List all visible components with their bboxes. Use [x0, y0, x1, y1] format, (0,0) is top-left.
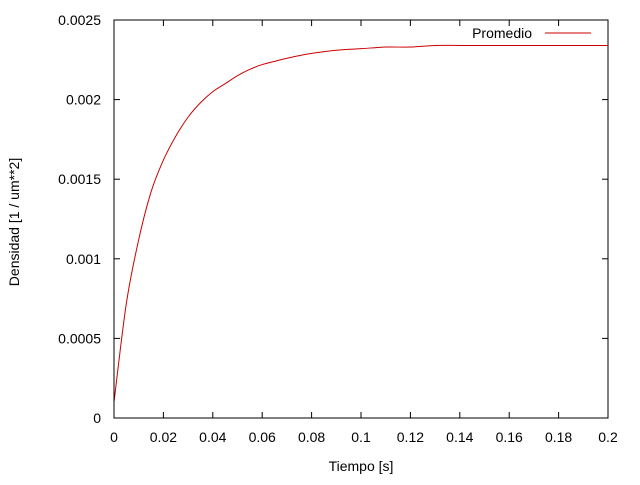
y-tick-label: 0.001: [66, 251, 101, 267]
x-axis-label: Tiempo [s]: [329, 458, 394, 474]
x-tick-label: 0.16: [496, 429, 523, 445]
y-axis-ticks: 0 0.0005 0.001 0.0015 0.002 0.0025: [58, 12, 608, 426]
x-tick-label: 0.14: [446, 429, 473, 445]
x-tick-label: 0.02: [150, 429, 177, 445]
x-tick-label: 0.18: [545, 429, 572, 445]
x-tick-label: 0.1: [351, 429, 371, 445]
x-tick-label: 0.2: [598, 429, 618, 445]
x-axis-ticks: 0 0.02 0.04 0.06 0.08 0.1 0.12 0.14 0.16 0.18 0.2: [110, 20, 618, 445]
y-tick-label: 0.002: [66, 92, 101, 108]
x-tick-label: 0.04: [199, 429, 226, 445]
y-tick-label: 0.0005: [58, 330, 101, 346]
x-tick-label: 0.06: [249, 429, 276, 445]
x-tick-label: 0.12: [397, 429, 424, 445]
x-tick-label: 0: [110, 429, 118, 445]
y-tick-label: 0: [93, 410, 101, 426]
y-tick-label: 0.0015: [58, 171, 101, 187]
plot-frame: [113, 19, 609, 419]
y-axis-label: Densidad [1 / um**2]: [6, 158, 22, 286]
legend-label: Promedio: [472, 25, 532, 41]
series-layer: [113, 44, 608, 403]
legend: Promedio: [472, 25, 591, 41]
y-tick-label: 0.0025: [58, 12, 101, 28]
series-line-promedio: [113, 44, 608, 403]
x-tick-label: 0.08: [298, 429, 325, 445]
